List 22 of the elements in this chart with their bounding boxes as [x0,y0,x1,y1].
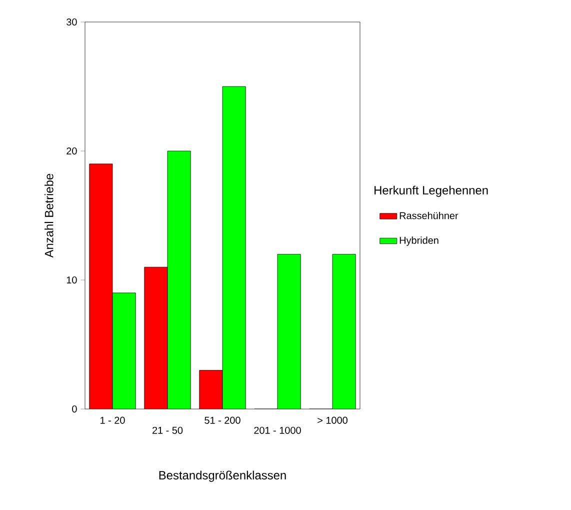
bar [144,267,168,409]
y-tick-label: 10 [66,276,77,284]
y-tick-label: 30 [66,18,77,26]
x-tick-label: 21 - 50 [152,426,183,434]
y-tick-label: 0 [72,405,77,413]
x-tick-label: 51 - 200 [204,416,240,424]
bar [112,292,136,409]
bar [332,254,356,409]
y-tick-label: 20 [66,147,77,155]
bar [199,370,222,409]
bar [168,151,191,409]
y-axis-title: Anzahl Betriebe [44,174,54,258]
bar [222,86,246,409]
x-tick-label: > 1000 [318,416,348,424]
legend-title: Herkunft Legehennen [374,186,488,197]
bar [277,254,301,409]
legend-label: Rassehühner [400,212,458,220]
x-tick-label: 1 - 20 [100,416,125,424]
legend-label: Hybriden [400,236,438,246]
x-tick-label: 201 - 1000 [254,426,301,434]
x-axis-title: Bestandsgrößenklassen [159,470,286,482]
bar [89,164,112,409]
